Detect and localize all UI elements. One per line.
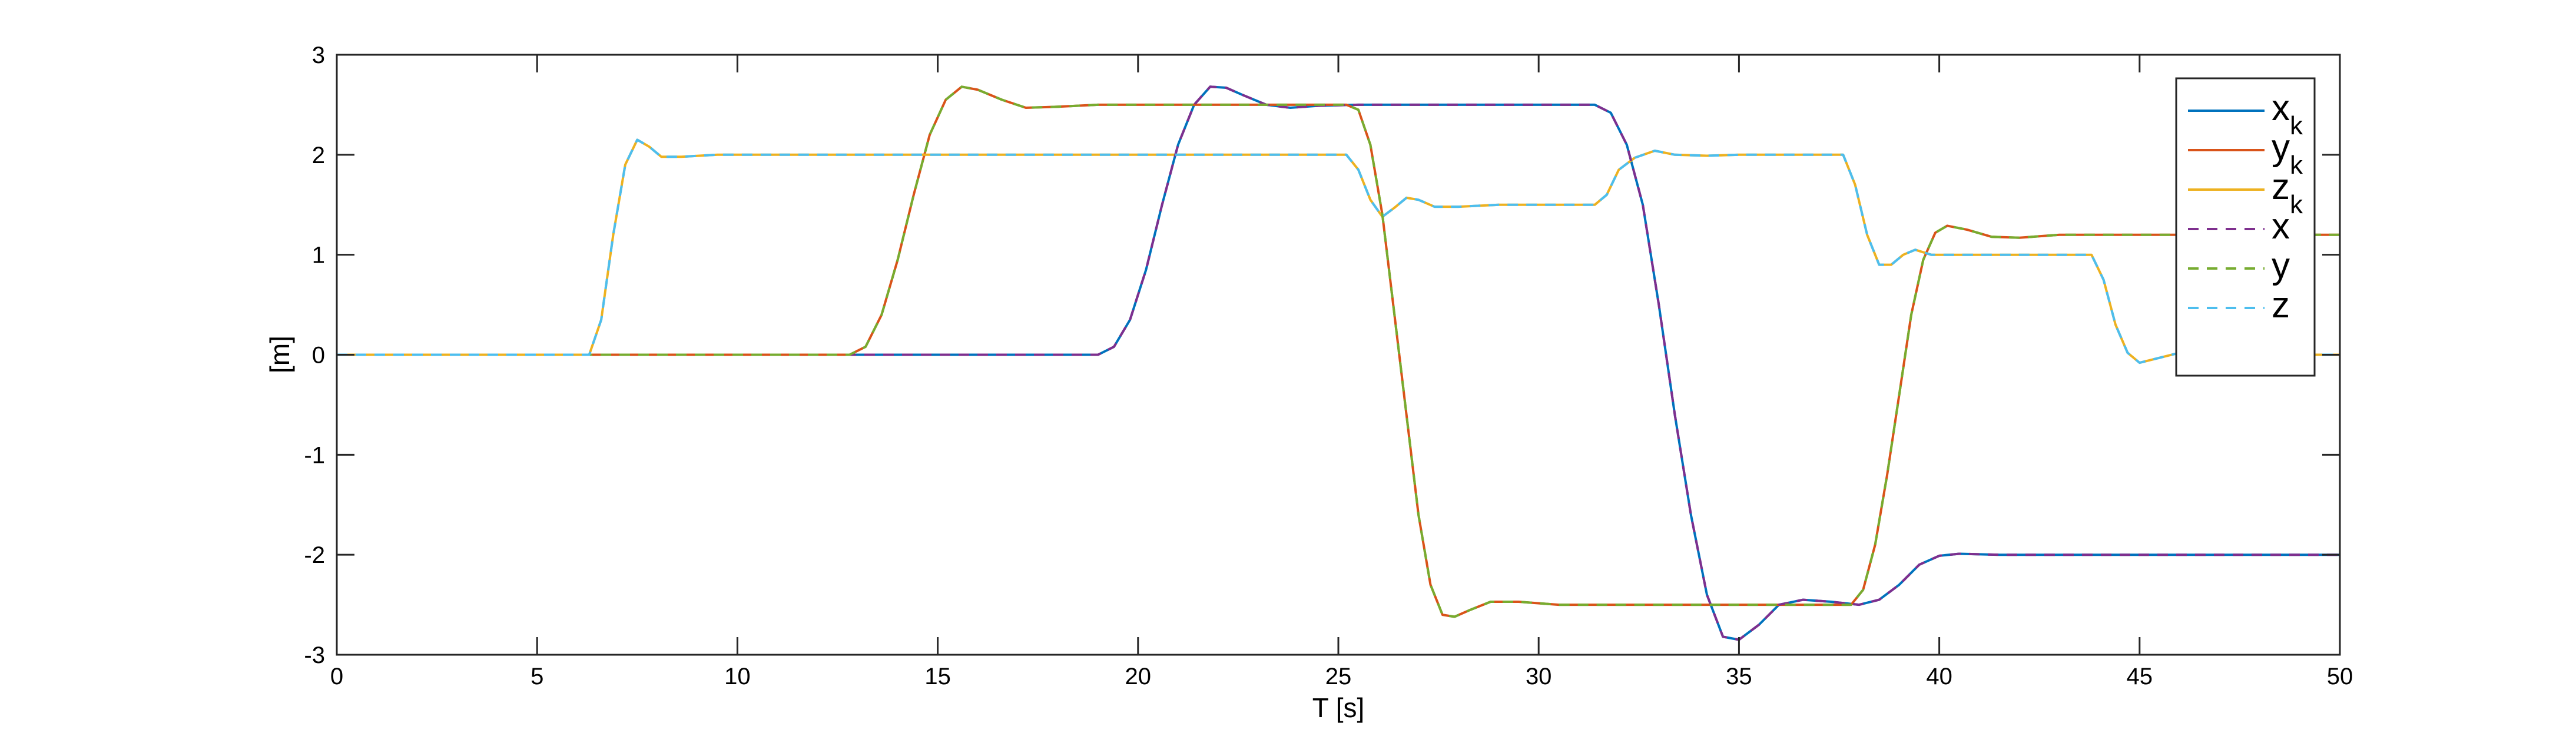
legend-label-y: y [2272,246,2290,286]
y-tick-label: -1 [304,442,325,468]
legend-label-x-k: xk [2272,88,2303,140]
x-axis-label: T [s] [1312,692,1365,723]
legend-label-x: x [2272,206,2290,247]
x-tick-label: 5 [531,664,543,689]
y-tick-label: -3 [304,642,325,668]
x-tick-label: 20 [1125,664,1152,689]
series-line-y [337,85,2340,618]
y-tick-label: -2 [304,542,325,568]
y-tick-label: 1 [312,243,325,268]
legend-label-z-k: zk [2272,167,2303,219]
x-tick-label: 40 [1926,664,1952,689]
y-tick-label: 2 [312,142,325,168]
y-tick-label: 3 [312,42,325,68]
legend-box [2175,77,2316,377]
y-tick-label: 0 [312,343,325,369]
series-line-z [337,138,2340,364]
x-tick-label: 10 [724,664,751,689]
series-line-x [337,85,2340,641]
x-tick-label: 25 [1325,664,1352,689]
series-layer [337,85,2340,641]
legend-label-y-k: yk [2272,127,2303,180]
x-tick-label: 0 [330,664,343,689]
x-tick-label: 30 [1526,664,1552,689]
legend-label-z: z [2272,285,2290,326]
y-axis-label: [m] [264,336,295,373]
x-tick-label: 35 [1726,664,1752,689]
x-tick-label: 45 [2127,664,2153,689]
y-axis: 3 2 1 0 -1 -2 -3 [304,42,2340,668]
x-tick-label: 15 [924,664,951,689]
x-axis: 0 5 10 15 20 25 30 35 40 45 50 [330,55,2353,689]
x-tick-label: 50 [2327,664,2353,689]
